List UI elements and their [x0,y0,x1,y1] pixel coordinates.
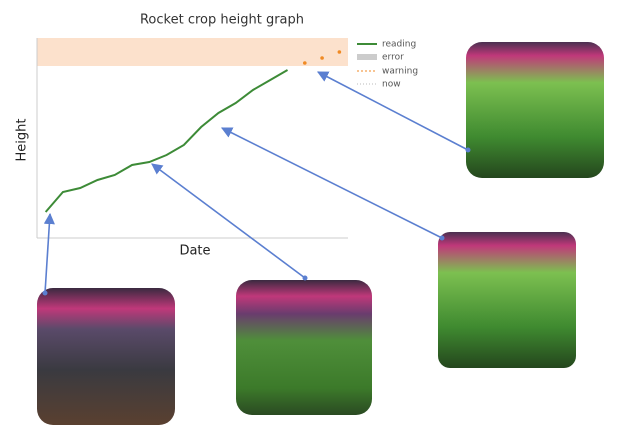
chart-title: Rocket crop height graph [140,13,304,28]
legend-swatch [357,54,377,60]
arrow [220,127,443,239]
y-axis-label: Height [15,119,30,162]
photo-seedlings [37,288,175,425]
arrow [151,163,306,279]
arrow-tail [302,275,308,281]
forecast-point [303,61,307,65]
forecast-point [320,56,324,60]
legend: reading warning error now [357,40,418,90]
arrow-tail [42,290,48,296]
photo-young-plants [236,280,372,415]
warning-band [37,38,348,66]
legend-label: error [382,53,404,63]
arrow [43,212,55,294]
x-axis-label: Date [179,244,210,259]
photo-mature-plants [466,42,604,178]
legend-label: warning [382,67,418,77]
legend-label: now [382,80,401,90]
arrow-tail [439,235,445,241]
photo-growing-plants [438,232,576,368]
forecast-point [337,50,342,54]
arrow-tail [465,147,471,153]
plot-area [36,38,348,239]
reading-line [44,69,289,213]
arrow [317,71,469,151]
legend-label: reading [382,40,416,50]
